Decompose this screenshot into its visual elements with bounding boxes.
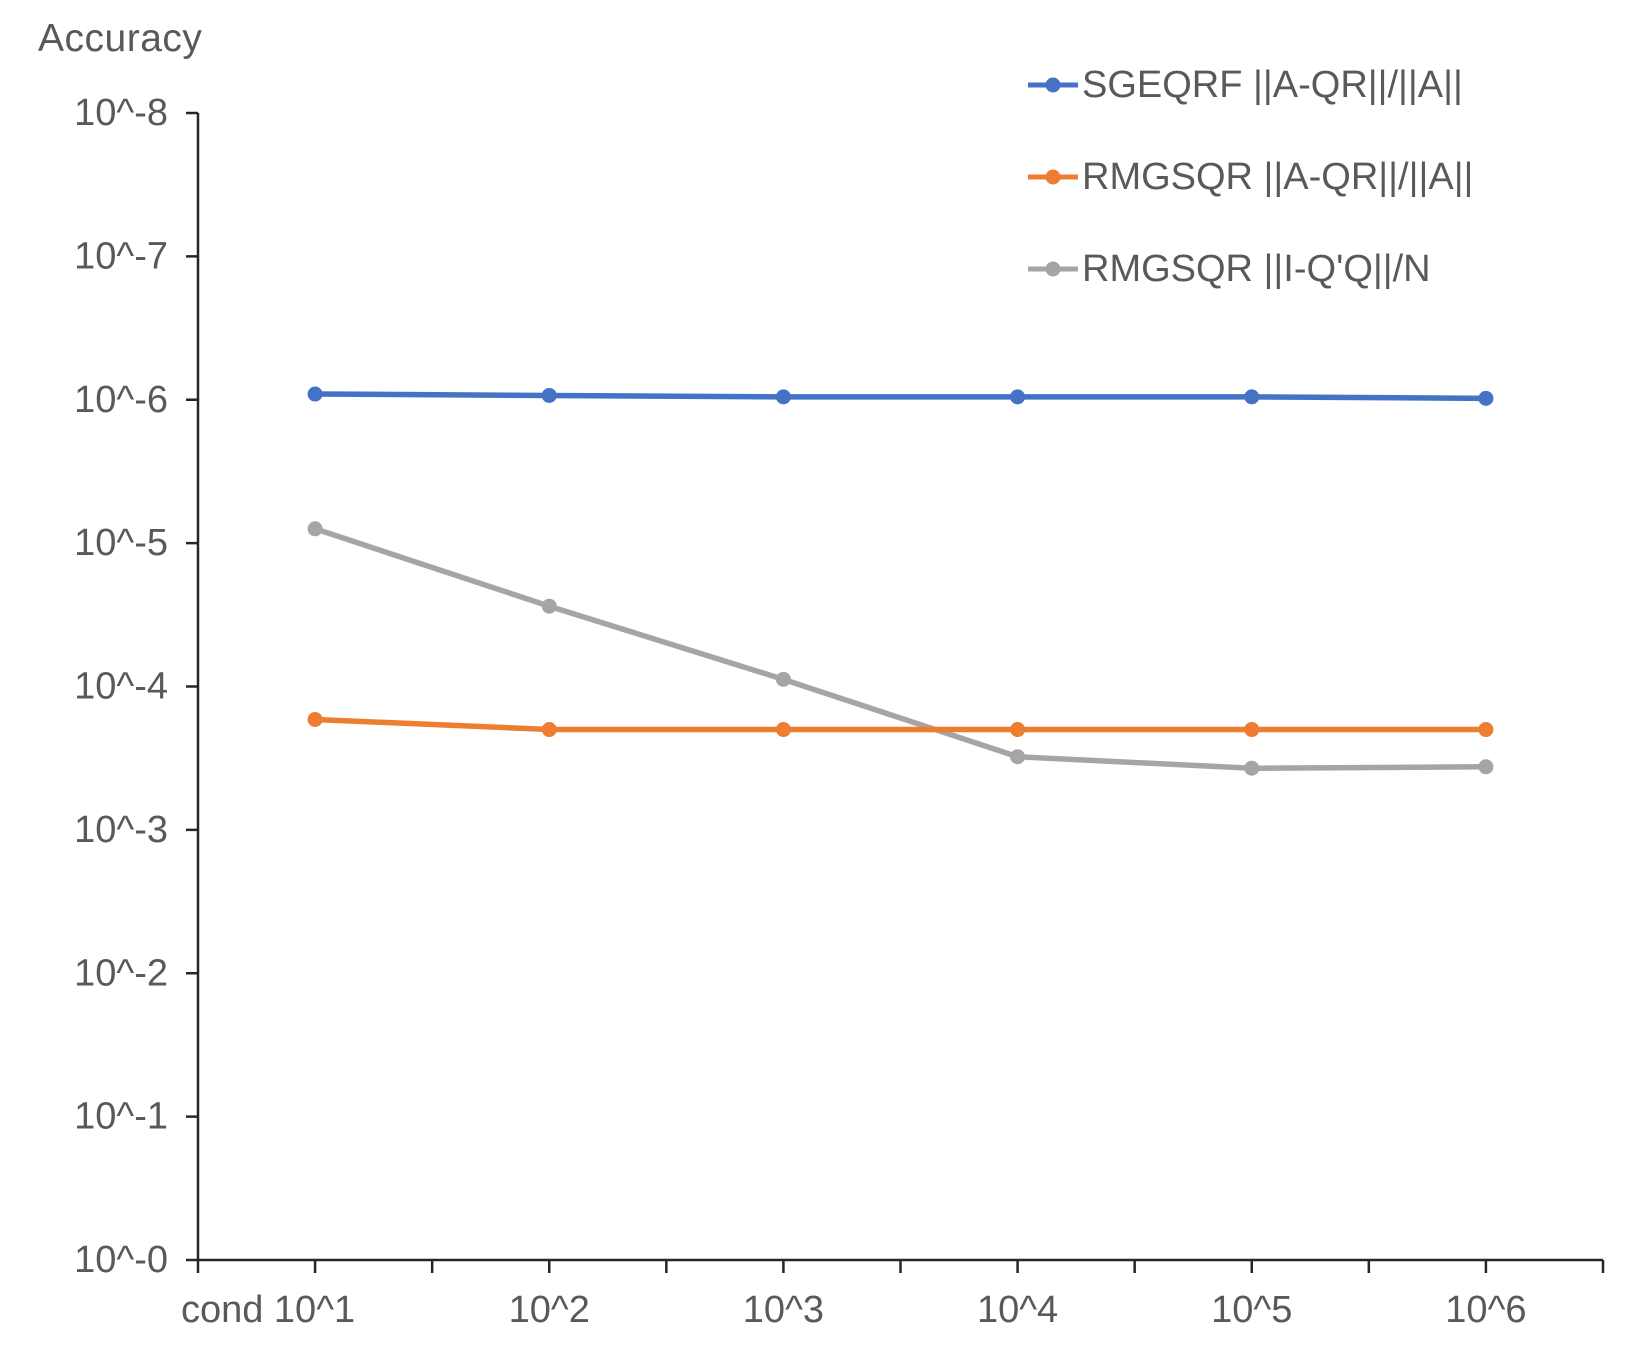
legend-label-2: RMGSQR ||I-Q'Q||/N [1082,248,1431,290]
series-line-2 [312,526,1489,771]
x-tick-label: 10^4 [977,1289,1058,1331]
chart-title: Accuracy [38,17,203,60]
series-marker-0 [1010,389,1026,405]
y-tick-label: 10^-6 [74,379,168,421]
legend-marker-2 [1045,261,1061,277]
legend-label-1: RMGSQR ||A-QR||/||A|| [1082,156,1473,198]
series-marker-2 [775,671,791,687]
legend-marker-0 [1045,77,1061,93]
series-marker-1 [307,711,323,727]
y-tick-label: 10^-5 [74,522,168,564]
series-marker-0 [775,389,791,405]
y-tick-label: 10^-8 [74,92,168,134]
y-tick-label: 10^-3 [74,809,168,851]
series-marker-2 [1244,760,1260,776]
y-tick-label: 10^-2 [74,952,168,994]
x-tick-label: 10^6 [1445,1289,1526,1331]
series-marker-1 [541,722,557,738]
legend-marker-1 [1045,169,1061,185]
x-tick-label: 10^5 [1211,1289,1292,1331]
y-tick-label: 10^-1 [74,1096,168,1138]
series-marker-2 [541,598,557,614]
series-line-0 [312,391,1489,402]
series-line-1 [312,716,1489,733]
y-tick-label: 10^-0 [74,1239,168,1281]
series-marker-2 [1010,749,1026,765]
series-marker-0 [541,387,557,403]
y-tick-label: 10^-4 [74,666,168,708]
series-marker-1 [1478,722,1494,738]
series-marker-1 [1010,722,1026,738]
series-marker-0 [1478,390,1494,406]
series-marker-2 [307,521,323,537]
series-marker-2 [1478,759,1494,775]
x-tick-label: 10^2 [509,1289,590,1331]
series-marker-1 [775,722,791,738]
series-marker-0 [1244,389,1260,405]
y-tick-label: 10^-7 [74,235,168,277]
series-marker-0 [307,386,323,402]
x-tick-label: 10^3 [743,1289,824,1331]
x-tick-label: cond 10^1 [181,1289,355,1331]
legend-label-0: SGEQRF ||A-QR||/||A|| [1082,64,1463,106]
series-marker-1 [1244,722,1260,738]
